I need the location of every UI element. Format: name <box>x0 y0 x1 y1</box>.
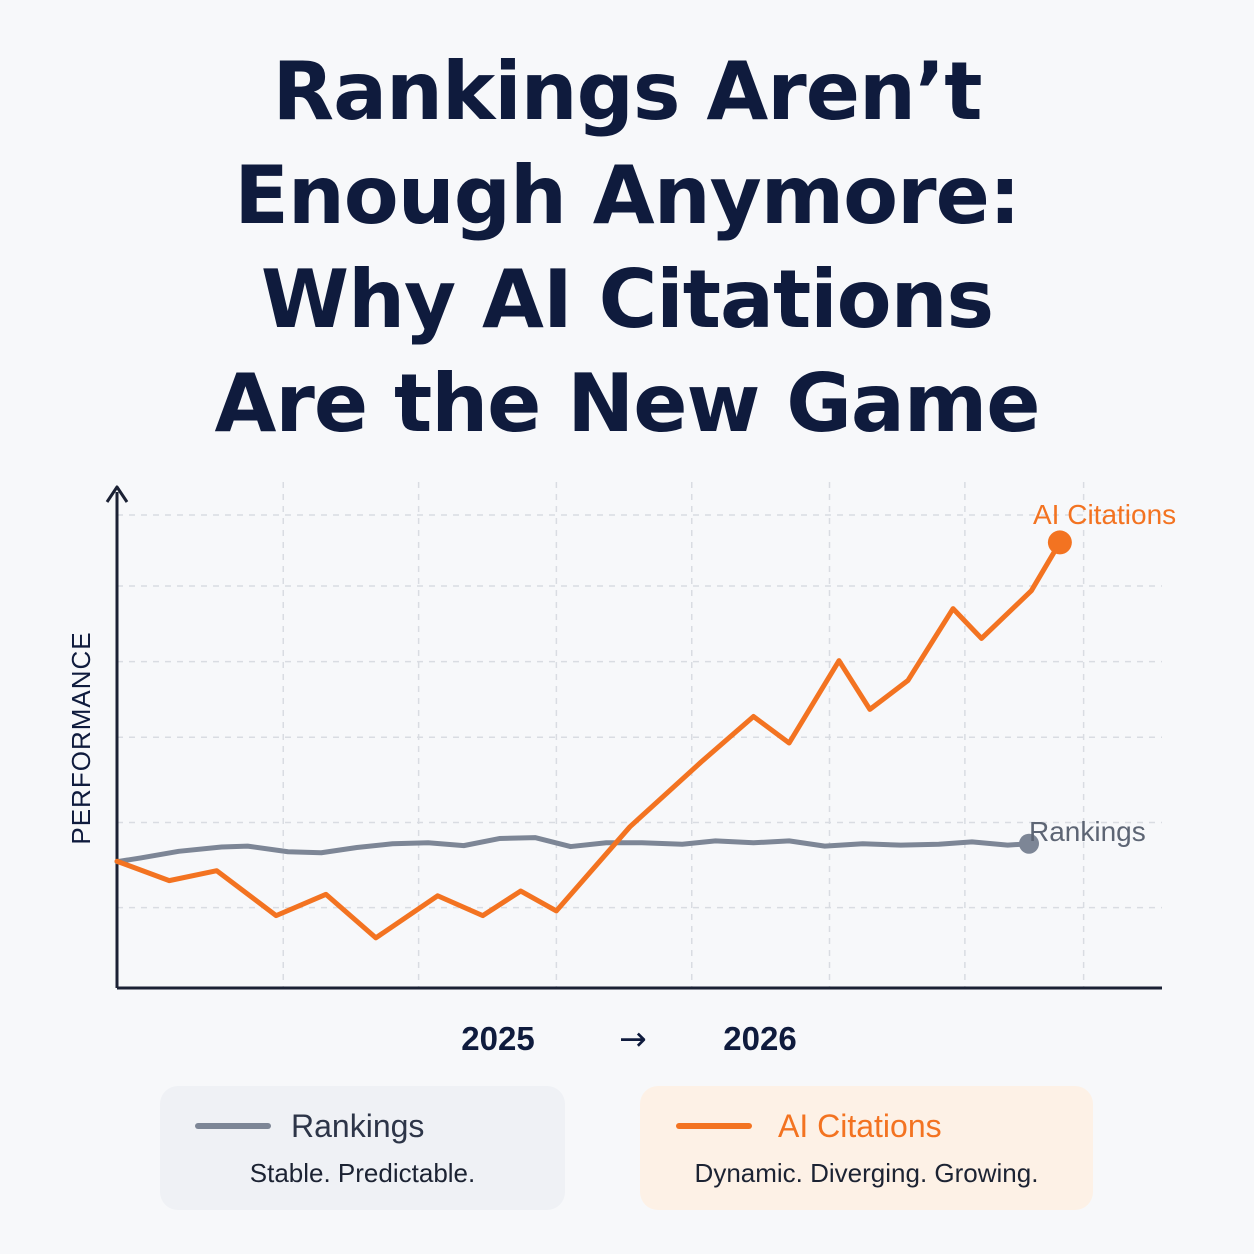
chart-axes <box>105 485 1162 990</box>
x-tick-label-2025: 2025 <box>461 1020 534 1057</box>
legend-label-ai-citations: AI Citations <box>778 1108 942 1144</box>
legend-label-rankings: Rankings <box>291 1108 425 1144</box>
title-line-2: Enough Anymore: <box>234 149 1021 242</box>
series-end-label-rankings: Rankings <box>1029 816 1146 847</box>
chart-title: Rankings Aren’t Enough Anymore: Why AI C… <box>0 40 1254 456</box>
legend-swatch-rankings <box>195 1123 271 1129</box>
title-line-1: Rankings Aren’t <box>272 45 982 138</box>
chart-grid <box>117 482 1162 988</box>
legend-swatch-ai-citations <box>676 1123 752 1129</box>
legend-description-rankings: Stable. Predictable. <box>249 1158 476 1188</box>
series-end-point-ai-citations <box>1047 530 1072 555</box>
y-axis-label: PERFORMANCE <box>66 631 96 844</box>
x-axis-arrow-icon: → <box>619 1019 647 1058</box>
legend-description-ai-citations: Dynamic. Diverging. Growing. <box>694 1158 1039 1188</box>
series-line-rankings <box>114 835 1032 865</box>
y-axis-arrow-icon <box>105 485 129 503</box>
performance-chart: PERFORMANCE 2025 → 2026 AI Citations Ran… <box>66 482 1176 1058</box>
chart-series <box>114 530 1072 941</box>
series-end-label-ai-citations: AI Citations <box>1033 499 1176 530</box>
legend-item-rankings: Rankings Stable. Predictable. <box>160 1086 565 1210</box>
legend-item-ai-citations: AI Citations Dynamic. Diverging. Growing… <box>640 1086 1093 1210</box>
title-line-3: Why AI Citations <box>260 253 994 346</box>
x-tick-label-2026: 2026 <box>723 1020 796 1057</box>
series-line-ai-citations <box>114 539 1063 941</box>
title-line-4: Are the New Game <box>214 357 1040 450</box>
series-end-point-rankings <box>1019 833 1039 854</box>
